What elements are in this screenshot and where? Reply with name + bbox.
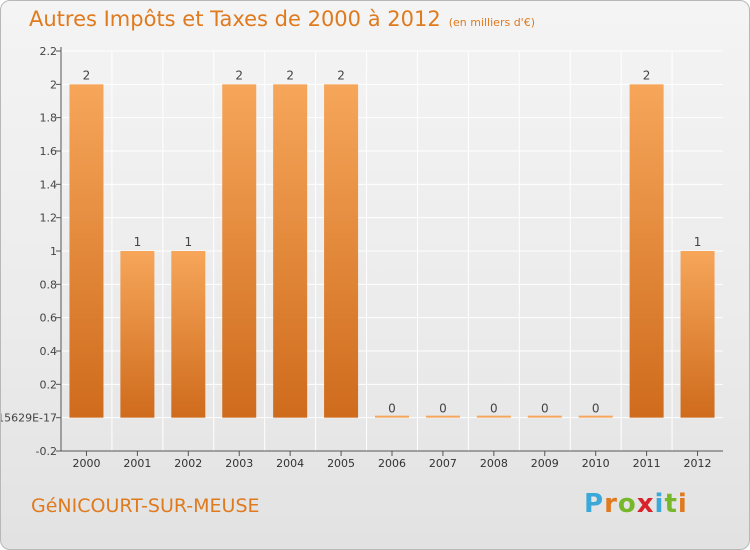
y-tick-label: 1.6 bbox=[40, 145, 58, 158]
bar bbox=[273, 84, 308, 418]
data-label: 0 bbox=[388, 402, 396, 416]
data-label: 2 bbox=[286, 68, 294, 82]
chart-title: Autres Impôts et Taxes de 2000 à 2012 (en… bbox=[29, 7, 535, 31]
x-tick-label: 2011 bbox=[633, 457, 661, 470]
y-tick-label: -0.2 bbox=[36, 445, 57, 458]
bar bbox=[222, 84, 257, 418]
x-tick-label: 2003 bbox=[225, 457, 253, 470]
proxiti-logo: Proxiti bbox=[584, 489, 688, 519]
x-tick-label: 2001 bbox=[123, 457, 151, 470]
x-tick-label: 2006 bbox=[378, 457, 406, 470]
x-tick-label: 2002 bbox=[174, 457, 202, 470]
bar bbox=[578, 415, 613, 418]
data-label: 2 bbox=[235, 68, 243, 82]
bar bbox=[375, 415, 409, 418]
data-label: 2 bbox=[643, 68, 651, 82]
data-label: 1 bbox=[184, 235, 192, 249]
data-label: 0 bbox=[490, 402, 498, 416]
logo-letter: o bbox=[617, 489, 637, 519]
y-tick-label: 2 bbox=[50, 78, 57, 91]
data-label: 0 bbox=[592, 402, 600, 416]
y-tick-label: 1.4 bbox=[40, 178, 58, 191]
logo-letter: t bbox=[664, 489, 678, 519]
data-label: 0 bbox=[541, 402, 549, 416]
x-tick-label: 2004 bbox=[276, 457, 304, 470]
y-tick-label: 0.6 bbox=[40, 312, 58, 325]
x-tick-label: 2007 bbox=[429, 457, 457, 470]
logo-letter: r bbox=[604, 489, 618, 519]
commune-name: GéNICOURT-SUR-MEUSE bbox=[31, 495, 260, 517]
x-tick-label: 2009 bbox=[531, 457, 559, 470]
bar bbox=[527, 415, 562, 418]
logo-letter: P bbox=[584, 489, 605, 519]
logo-letter: i bbox=[677, 489, 688, 519]
y-tick-label: -1.15629E-17 bbox=[1, 412, 57, 425]
logo-letter: x bbox=[636, 489, 655, 519]
bar bbox=[680, 251, 715, 418]
data-label: 2 bbox=[83, 68, 91, 82]
x-tick-label: 2010 bbox=[582, 457, 610, 470]
bar bbox=[171, 251, 206, 418]
bar bbox=[629, 84, 664, 418]
bar bbox=[324, 84, 359, 418]
data-label: 2 bbox=[337, 68, 345, 82]
data-label: 1 bbox=[694, 235, 702, 249]
data-label: 1 bbox=[134, 235, 142, 249]
bar bbox=[120, 251, 155, 418]
y-tick-label: 2.2 bbox=[40, 45, 58, 58]
y-tick-label: 1 bbox=[50, 245, 57, 258]
y-tick-label: 0.4 bbox=[40, 345, 58, 358]
y-tick-label: 1.2 bbox=[40, 212, 58, 225]
chart-unit: (en milliers d'€) bbox=[448, 16, 535, 29]
x-tick-label: 2000 bbox=[72, 457, 100, 470]
bar bbox=[69, 84, 104, 418]
x-tick-label: 2012 bbox=[684, 457, 712, 470]
bar bbox=[476, 415, 511, 418]
chart-title-text: Autres Impôts et Taxes de 2000 à 2012 bbox=[29, 7, 441, 31]
x-tick-label: 2008 bbox=[480, 457, 508, 470]
logo-letter: i bbox=[654, 489, 665, 519]
x-tick-label: 2005 bbox=[327, 457, 355, 470]
y-tick-label: 1.8 bbox=[40, 112, 58, 125]
y-tick-label: 0.2 bbox=[40, 378, 58, 391]
bar bbox=[425, 415, 460, 418]
y-tick-label: 0.8 bbox=[40, 278, 58, 291]
data-label: 0 bbox=[439, 402, 447, 416]
